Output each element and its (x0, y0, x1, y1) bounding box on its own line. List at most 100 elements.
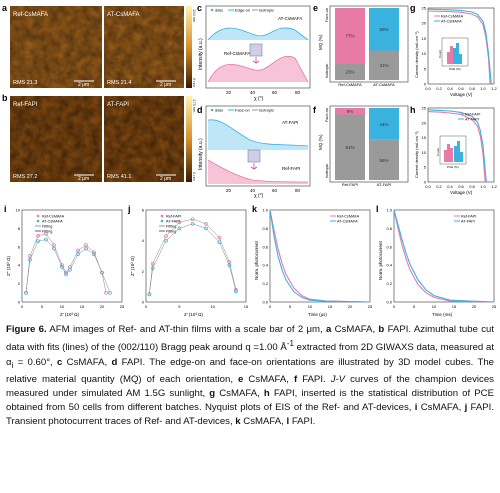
y-tick: 6 (142, 208, 145, 213)
afm-scale: 2 μm (78, 82, 89, 88)
panel-f: f MQ (%) Face-on Isotropic 9% 91% 44% 56% R… (313, 105, 409, 187)
panel-k: k Norm. photocurrent Time (μs) 0 5 10 15 20 2… (252, 204, 373, 317)
bars-e: 77% 23% 59% 41% (335, 8, 399, 80)
panel-h: h Current density (mA cm⁻²) Voltage (V) … (410, 105, 498, 195)
photocurrent-k (269, 209, 371, 303)
fitting-line (25, 239, 111, 293)
y-tick: 15 (422, 135, 427, 140)
data-point (36, 233, 40, 238)
x-axis-label: χ (°) (254, 96, 264, 102)
y-tick: 5 (424, 66, 427, 71)
figure: a Ref-CsMAFA RMS 21.3 2 μm AT-CsMAFA RMS… (2, 3, 498, 317)
data-point (104, 290, 108, 295)
y-tick: 0.2 (262, 281, 268, 286)
panel-e: e MQ (%) Face-on Isotropic 77%23%59%41% … (313, 3, 409, 87)
inset-xlabel: PCE (%) (447, 165, 459, 169)
data-label: 44% (379, 122, 388, 127)
svg-text:AT-FAPI: AT-FAPI (166, 220, 180, 224)
afm-scale: 2 μm (160, 82, 171, 88)
x-axis-label: χ (°) (254, 193, 264, 199)
y-axis-label: Current density (mA cm⁻²) (414, 31, 419, 78)
afm-label: Ref-CsMAFA (13, 12, 48, 18)
afm-rms: RMS 21.4 (107, 80, 131, 86)
panel-letter-l: l (376, 204, 379, 214)
x-ticks-g: 0.0 0.2 0.4 0.6 0.8 1.0 1.2 (425, 86, 497, 91)
data-point (44, 237, 48, 242)
fitting-line (149, 218, 237, 295)
x-axis-label: Time (ms) (432, 312, 453, 317)
y-tick: 0 (18, 300, 21, 305)
panel-letter-k: k (252, 204, 258, 214)
svg-text:AT-CsMAFA: AT-CsMAFA (337, 220, 358, 224)
panel-letter-b: b (2, 93, 8, 103)
data-point (204, 221, 208, 226)
svg-text:20: 20 (226, 90, 232, 95)
x-tick: 0.0 (425, 86, 431, 91)
y-tick: 2 (18, 281, 21, 286)
y-ticks-k: 0.0 0.2 0.4 0.6 0.8 1.0 (262, 208, 268, 305)
panel-a: a Ref-CsMAFA RMS 21.3 2 μm AT-CsMAFA RMS… (2, 3, 197, 88)
afm-label: AT-CsMAFA (107, 12, 140, 18)
x-tick: 10 (432, 304, 437, 309)
panel-letter-i: i (4, 204, 7, 214)
data-point (108, 290, 112, 295)
svg-text:Isotropic: Isotropic (259, 108, 274, 113)
category-label: AT-FAPI (377, 182, 392, 187)
series-line (269, 209, 371, 303)
svg-text:Edge-on: Edge-on (235, 8, 250, 13)
panel-letter-a: a (2, 3, 8, 13)
x-tick: 0.8 (469, 184, 475, 189)
svg-text:40: 40 (250, 90, 256, 95)
y-tick: 8 (18, 226, 21, 231)
y-tick: 2 (142, 269, 145, 274)
x-ticks-d: 20 40 60 80 (226, 188, 301, 193)
x-tick: 5 (41, 304, 44, 309)
curve-label-bottom: Ref-FAPI (282, 166, 300, 171)
data-label: 9% (347, 109, 354, 114)
series-line (269, 209, 371, 303)
x-tick: 0.6 (458, 184, 464, 189)
y-tick: 0.6 (262, 244, 268, 249)
x-axis-label: Voltage (V) (450, 92, 473, 97)
y-tick: 20 (422, 21, 427, 26)
data-point (36, 239, 40, 244)
afm-image-at-csmafa: AT-CsMAFA RMS 21.4 2 μm (104, 6, 184, 88)
y-tick: 10 (16, 208, 21, 213)
nyquist-points-i (24, 232, 112, 295)
panel-b: b Ref-FAPI RMS 27.2 2 μm AT-FAPI RMS 41.… (2, 93, 197, 182)
svg-text:Fitting: Fitting (42, 225, 52, 229)
data-point (217, 240, 222, 245)
data-point (190, 217, 195, 222)
legend-j: Ref-FAPI AT-FAPI Fitting Fitting (159, 215, 181, 234)
data-point (52, 246, 56, 251)
x-axis-label: Time (μs) (308, 312, 327, 317)
curve-label-top: AT-CsMAFA (278, 16, 302, 21)
series-line (427, 8, 492, 85)
svg-text:Ref-CsMAFA: Ref-CsMAFA (337, 215, 360, 219)
data-label: 56% (379, 158, 388, 163)
x-tick: 0 (393, 304, 396, 309)
category-label: AT-CsMAFA (373, 82, 395, 87)
panel-letter-d: d (197, 105, 203, 115)
y-tick: 0.8 (386, 226, 392, 231)
bar-face-on (335, 8, 365, 64)
svg-text:Ref-FAPI: Ref-FAPI (166, 215, 181, 219)
y-tick: 4 (18, 263, 21, 268)
afm-rms: RMS 27.2 (13, 174, 37, 180)
y-tick: 0.4 (386, 263, 392, 268)
y-tick: 0.0 (262, 300, 268, 305)
svg-text:AT-FAPI: AT-FAPI (465, 118, 479, 122)
colorbar-top: 154 nm (192, 9, 197, 23)
afm-image-ref-csmafa: Ref-CsMAFA RMS 21.3 2 μm (10, 6, 102, 88)
series-line (427, 111, 486, 183)
x-tick: 20 (472, 304, 477, 309)
x-tick: 5 (413, 304, 416, 309)
legend-c: data Edge-on Isotropic (210, 8, 274, 13)
svg-text:data: data (215, 108, 224, 113)
y-axis-label: Z'' (10³ Ω) (6, 256, 11, 276)
data-point (76, 248, 80, 253)
svg-text:data: data (215, 8, 224, 13)
x-tick: 25 (120, 304, 125, 309)
y-tick: Isotropic (325, 164, 329, 178)
x-tick: 10 (308, 304, 313, 309)
